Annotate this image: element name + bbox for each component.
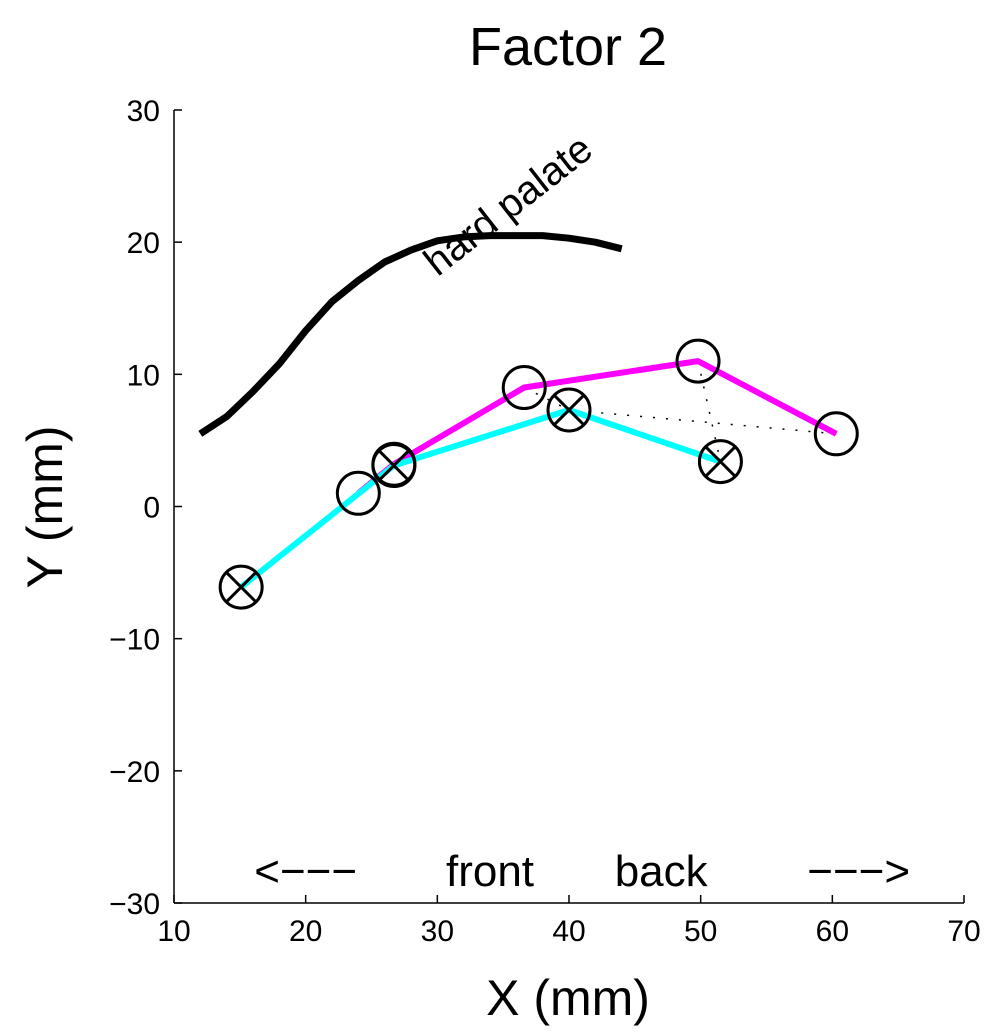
circle-marker <box>813 411 859 457</box>
plot-area: 10 20 30 40 50 60 70 −30 −20 −10 0 10 20 30 hard palat… <box>109 95 981 948</box>
circle-marker <box>501 365 547 411</box>
chart-title: Factor 2 <box>469 17 667 77</box>
x-tick-label: 70 <box>947 915 980 948</box>
series-line <box>239 407 722 590</box>
x-tick-label: 60 <box>816 915 849 948</box>
annotation-text: hard palate <box>416 127 601 285</box>
y-axis-label: Y (mm) <box>17 426 73 589</box>
y-tick-label: 10 <box>127 359 160 392</box>
y-tick-label: 0 <box>143 492 160 525</box>
series-line <box>356 358 838 496</box>
x-tick-label: 50 <box>684 915 717 948</box>
annotation-text: back <box>615 847 709 896</box>
y-tick-label: 30 <box>127 95 160 128</box>
y-tick-label: −30 <box>109 888 160 921</box>
y-tick-label: −20 <box>109 756 160 789</box>
cross-mark <box>553 394 585 426</box>
cross-mark <box>704 445 737 478</box>
crossed-circle-marker <box>697 439 743 485</box>
x-axis-label: X (mm) <box>486 970 650 1026</box>
cross-mark <box>377 449 410 482</box>
x-tick-label: 40 <box>552 915 585 948</box>
annotation-text: front <box>446 847 534 896</box>
x-tick-label: 10 <box>157 915 190 948</box>
x-tick-label: 20 <box>289 915 322 948</box>
circle-marker <box>675 338 721 384</box>
crossed-circle-marker <box>546 387 592 433</box>
y-tick-label: 20 <box>127 227 160 260</box>
cross-mark <box>225 571 258 604</box>
crossed-circle-marker <box>218 564 264 610</box>
annotation-text: <−−− <box>254 847 357 896</box>
circle-marker <box>335 470 381 516</box>
series-line <box>198 232 623 437</box>
y-tick-label: −10 <box>109 624 160 657</box>
connector-line <box>697 360 722 462</box>
annotation-text: −−−> <box>807 847 910 896</box>
crossed-circle-marker <box>371 443 417 489</box>
x-tick-label: 30 <box>421 915 454 948</box>
